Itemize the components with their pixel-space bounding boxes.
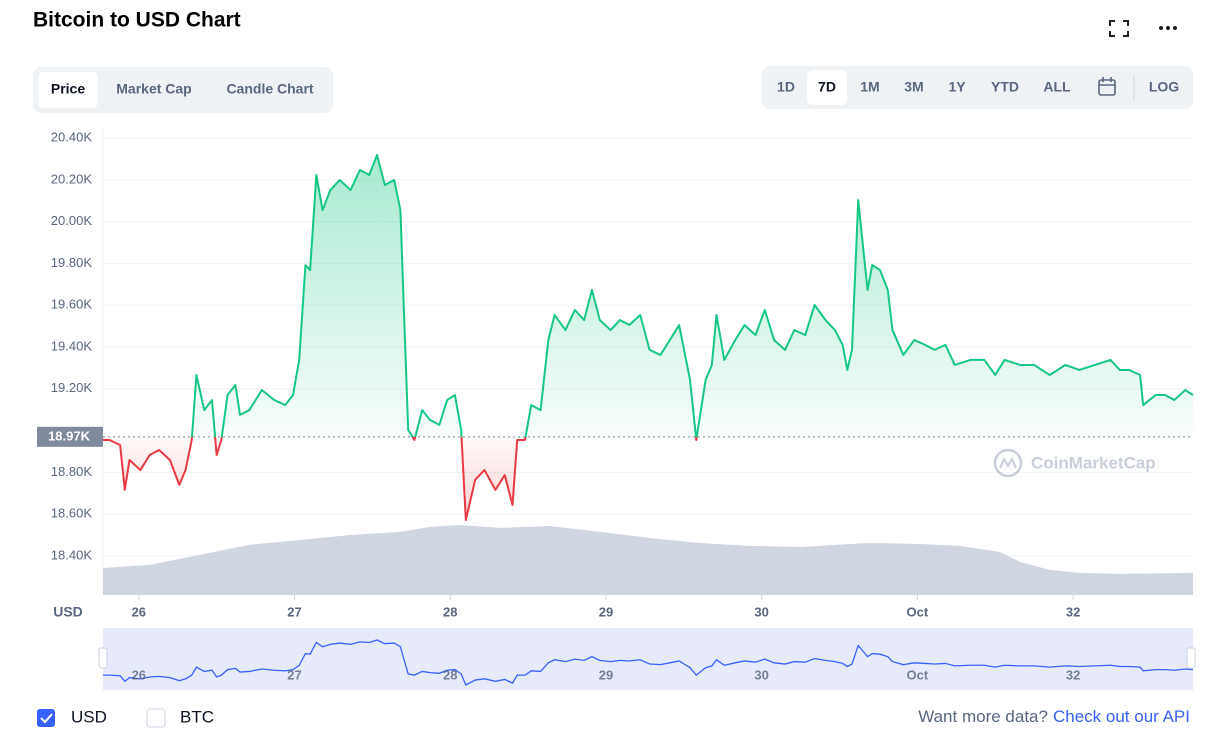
watermark-text: CoinMarketCap: [1031, 453, 1156, 472]
tab[interactable]: Market Cap: [116, 81, 191, 97]
x-tick-label: 30: [754, 604, 768, 619]
footer-question: Want more data?: [918, 707, 1048, 726]
y-tick-label: 18.80K: [51, 464, 93, 479]
y-tick-label: 20.20K: [51, 171, 93, 186]
x-tick-label: 26: [132, 604, 146, 619]
checkbox-label[interactable]: USD: [71, 707, 107, 726]
navigator-handle[interactable]: [1186, 647, 1196, 669]
navigator-tick-label: 29: [599, 667, 613, 682]
y-tick-label: 19.60K: [51, 297, 93, 312]
watermark: CoinMarketCap: [993, 448, 1156, 478]
range-button[interactable]: 1D: [777, 79, 795, 95]
navigator-tick-label: Oct: [907, 667, 929, 682]
range-active[interactable]: [807, 70, 847, 105]
navigator-tick-label: 26: [132, 667, 146, 682]
tab[interactable]: Price: [51, 81, 85, 97]
chart-title: Bitcoin to USD Chart: [33, 9, 241, 32]
y-tick-label: 18.60K: [51, 506, 93, 521]
range-button[interactable]: YTD: [991, 79, 1019, 95]
range-button[interactable]: 7D: [818, 79, 836, 95]
y-tick-label: 20.40K: [51, 129, 93, 144]
range-button[interactable]: 1M: [860, 79, 879, 95]
reference-label: 18.97K: [48, 428, 91, 443]
tab-active[interactable]: [38, 72, 98, 108]
navigator-tick-label: 28: [443, 667, 457, 682]
volume-area: [103, 525, 1193, 595]
range-button[interactable]: ALL: [1043, 79, 1071, 95]
y-tick-label: 19.20K: [51, 380, 93, 395]
reference-label-box: [37, 426, 103, 447]
x-tick-label: 32: [1066, 604, 1080, 619]
fullscreen-icon[interactable]: [1109, 20, 1129, 37]
tab[interactable]: Candle Chart: [226, 81, 313, 97]
price-line: [103, 153, 1194, 521]
navigator-line: [103, 639, 1194, 686]
y-unit-label: USD: [53, 604, 83, 620]
footer-text: Want more data? Check out our API: [918, 707, 1190, 726]
log-toggle[interactable]: LOG: [1149, 79, 1179, 95]
x-tick-label: 29: [599, 604, 613, 619]
x-tick-label: 28: [443, 604, 457, 619]
navigator-tick-label: 27: [287, 667, 301, 682]
footer-link[interactable]: Check out our API: [1053, 707, 1190, 726]
checkbox[interactable]: [146, 708, 166, 728]
y-tick-label: 18.40K: [51, 547, 93, 562]
range-group: [762, 66, 1193, 109]
more-icon[interactable]: [1159, 26, 1177, 30]
range-button[interactable]: 3M: [904, 79, 923, 95]
range-button[interactable]: 1Y: [948, 79, 966, 95]
x-tick-label: 27: [287, 604, 301, 619]
y-tick-label: 19.80K: [51, 255, 93, 270]
navigator-tick-label: 32: [1066, 667, 1080, 682]
navigator-tick-label: 30: [754, 667, 768, 682]
checkbox-checked[interactable]: [37, 709, 55, 727]
tab-group: [33, 67, 333, 113]
navigator-handle[interactable]: [98, 647, 108, 669]
checkbox-label[interactable]: BTC: [180, 707, 214, 726]
navigator[interactable]: [103, 628, 1193, 690]
y-tick-label: 20.00K: [51, 213, 93, 228]
calendar-icon[interactable]: [1098, 77, 1116, 96]
y-tick-label: 19.40K: [51, 338, 93, 353]
price-area: [103, 154, 1193, 520]
x-tick-label: Oct: [907, 604, 929, 619]
check-icon: [40, 713, 53, 724]
